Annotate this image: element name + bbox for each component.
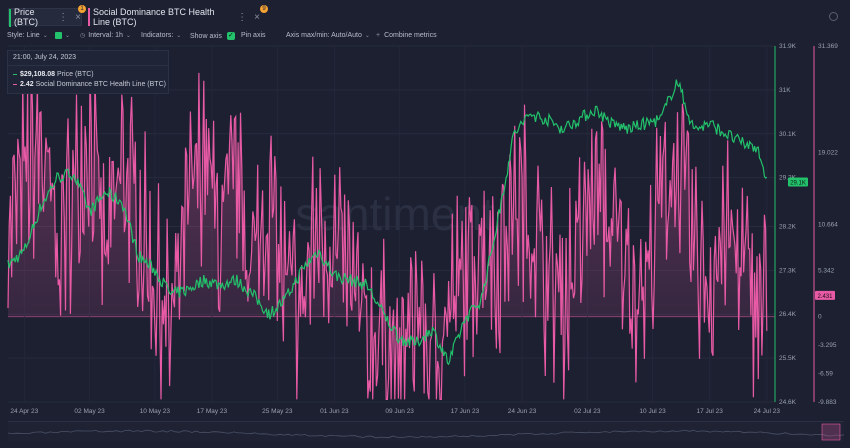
- price-tick-label: 30.1K: [779, 131, 797, 138]
- social-tick-label: -3.295: [818, 342, 837, 349]
- interval-label: Interval: 1h: [88, 32, 123, 39]
- price-line-group: [7, 79, 768, 366]
- indicators-select[interactable]: Indicators: ⌄: [141, 32, 181, 39]
- tooltip-social-value: 2.42: [20, 81, 34, 88]
- price-tick-label: 27.3K: [779, 267, 797, 274]
- tab-social-dominance[interactable]: Social Dominance BTC Health Line (BTC) ⋮…: [88, 7, 260, 27]
- pin-axis-label: Pin axis: [241, 32, 266, 39]
- combine-metrics-label: Combine metrics: [384, 32, 437, 39]
- navigator-svg: [7, 423, 845, 441]
- x-tick-label: 17 Jun 23: [451, 408, 480, 415]
- x-tick-label: 10 May 23: [140, 408, 171, 415]
- hover-tooltip: 21:00, July 24, 2023 $29,108.08 Price (B…: [7, 50, 169, 94]
- social-dominance-line[interactable]: [7, 69, 768, 400]
- social-tick-label: 5.342: [818, 268, 835, 275]
- chevron-down-icon: ⌄: [125, 33, 131, 39]
- chart-toolbar: Style: Line ⌄ ⌄ ◷ Interval: 1h ⌄ Indicat…: [0, 30, 850, 44]
- indicators-label: Indicators:: [141, 32, 174, 39]
- price-tick-label: 25.5K: [779, 355, 797, 362]
- social-tick-label: 19.022: [818, 150, 838, 157]
- tab-price-btc[interactable]: Price (BTC) ⋮ ×: [8, 7, 82, 27]
- current-social-badge: [815, 290, 835, 300]
- price-line[interactable]: [7, 79, 768, 366]
- tab-social-menu-icon[interactable]: ⋮: [237, 11, 247, 23]
- chevron-down-icon: ⌄: [65, 33, 71, 39]
- price-tick-label: 24.6K: [779, 399, 797, 406]
- social-area-fill: [8, 69, 767, 400]
- navigator-selection[interactable]: [821, 423, 841, 441]
- x-tick-label: 02 May 23: [74, 408, 105, 415]
- price-tick-label: 28.2K: [779, 223, 797, 230]
- x-tick-label: 10 Jul 23: [639, 408, 666, 415]
- tab-price-close-icon[interactable]: ×: [75, 11, 81, 23]
- axis-max-min-select[interactable]: Axis max/min: Auto/Auto ⌄: [286, 32, 370, 39]
- price-tick-label: 26.4K: [779, 311, 797, 318]
- settings-dot-icon[interactable]: [829, 12, 838, 21]
- social-tick-label: 10.664: [818, 222, 838, 229]
- style-select[interactable]: Style: Line ⌄: [7, 32, 48, 39]
- x-tick-label: 17 May 23: [197, 408, 228, 415]
- range-navigator[interactable]: [7, 421, 845, 442]
- tab-social-label: Social Dominance BTC Health Line (BTC): [93, 7, 215, 27]
- pin-axis-toggle[interactable]: Pin axis: [241, 32, 266, 39]
- tooltip-price-value: $29,108.08: [20, 71, 56, 78]
- show-axis-toggle[interactable]: Show axis ✓: [190, 32, 235, 40]
- style-label: Style: Line: [7, 32, 40, 39]
- x-tick-label: 17 Jul 23: [697, 408, 724, 415]
- social-tick-label: 0: [818, 314, 822, 321]
- social-area-group: [7, 69, 768, 400]
- tab-social-close-icon[interactable]: ×: [254, 11, 260, 23]
- social-color-swatch: [88, 8, 90, 26]
- price-color-swatch: [9, 9, 11, 27]
- tooltip-row-social: 2.42 Social Dominance BTC Health Line (B…: [13, 81, 166, 88]
- metric-tabs: Price (BTC) ⋮ × 1 Social Dominance BTC H…: [0, 0, 850, 30]
- x-tick-label: 02 Jul 23: [574, 408, 601, 415]
- chevron-down-icon: ⌄: [364, 33, 370, 39]
- x-tick-label: 01 Jun 23: [320, 408, 349, 415]
- x-axis-ticks: 24 Apr 23 02 May 23 10 May 23 17 May 23 25 M…: [10, 408, 780, 415]
- chevron-down-icon: ⌄: [42, 33, 48, 39]
- clock-icon: ◷: [80, 33, 86, 39]
- show-axis-label: Show axis: [190, 32, 222, 40]
- tab-price-label: Price (BTC): [14, 7, 38, 27]
- price-line-icon: [13, 74, 17, 75]
- chevron-down-icon: ⌄: [176, 33, 182, 39]
- current-social-label: 2.431: [817, 294, 833, 300]
- x-tick-label: 09 Jun 23: [385, 408, 414, 415]
- tooltip-row-price: $29,108.08 Price (BTC): [13, 71, 94, 78]
- tooltip-price-label: Price (BTC): [57, 71, 94, 78]
- social-tick-label: -6.59: [818, 371, 833, 378]
- tab-price-badge: 1: [78, 5, 86, 13]
- navigator-line: [7, 429, 845, 439]
- price-tick-label: 31.9K: [779, 43, 797, 50]
- social-tick-label: 31.369: [818, 43, 838, 50]
- tooltip-social-label: Social Dominance BTC Health Line (BTC): [35, 81, 166, 88]
- tooltip-divider: [8, 65, 168, 66]
- y-axis-ticks: 31.9K 31K 30.1K 29.2K 28.2K 27.3K 26.4K 25.5K 24…: [779, 43, 838, 406]
- current-price-label: 29.1K: [790, 181, 806, 187]
- x-tick-label: 24 Jun 23: [508, 408, 537, 415]
- combine-metrics-button[interactable]: + Combine metrics: [376, 32, 437, 39]
- tab-price-menu-icon[interactable]: ⋮: [58, 11, 68, 23]
- x-tick-label: 24 Apr 23: [10, 408, 38, 415]
- tooltip-date: 21:00, July 24, 2023: [13, 54, 77, 61]
- x-tick-label: 24 Jul 23: [754, 408, 781, 415]
- price-tick-label: 31K: [779, 87, 791, 94]
- x-tick-label: 25 May 23: [262, 408, 293, 415]
- interval-select[interactable]: ◷ Interval: 1h ⌄: [80, 32, 131, 39]
- color-square-icon: [55, 32, 62, 39]
- social-line-icon: [13, 84, 17, 85]
- axis-max-min-label: Axis max/min: Auto/Auto: [286, 32, 362, 39]
- current-price-badge: [788, 177, 808, 187]
- price-tick-label: 29.2K: [779, 175, 797, 182]
- current-value-labels: 29.1K 2.431: [788, 177, 835, 300]
- checkbox-checked-icon[interactable]: ✓: [226, 32, 235, 40]
- color-select[interactable]: ⌄: [51, 32, 70, 39]
- plus-icon: +: [376, 32, 381, 39]
- tab-social-badge: 9: [260, 5, 268, 13]
- social-tick-label: -9.883: [818, 399, 837, 406]
